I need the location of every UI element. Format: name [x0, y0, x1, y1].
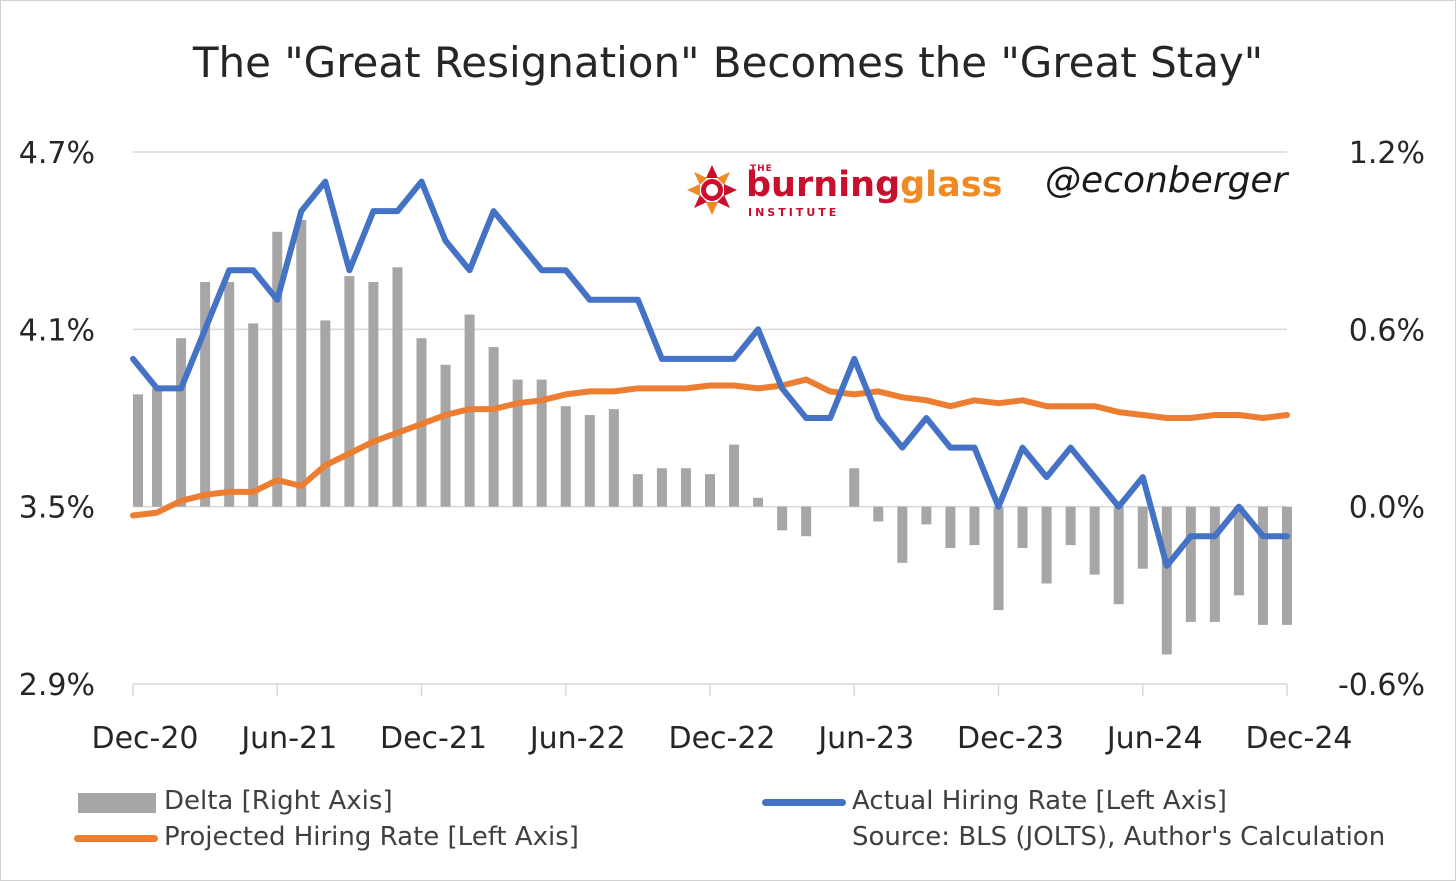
- source-note: Source: BLS (JOLTS), Author's Calculatio…: [852, 822, 1386, 852]
- actual-hiring-rate-line: [130, 178, 1290, 569]
- series-lines: [130, 178, 1290, 569]
- logo-institute: INSTITUTE: [748, 206, 840, 219]
- delta-bar: [1209, 506, 1220, 622]
- delta-bar: [705, 474, 715, 507]
- right-y-tick-label: 0.0%: [1349, 491, 1425, 526]
- delta-bar: [680, 468, 691, 507]
- logo-the: THE: [750, 164, 773, 174]
- delta-bar: [873, 506, 884, 522]
- burning-glass-logo: THE burningglass INSTITUTE: [680, 163, 1002, 223]
- x-tick-label: Dec-21: [380, 721, 487, 756]
- delta-bars: [133, 219, 1292, 655]
- delta-bar: [488, 347, 499, 507]
- delta-bar: [584, 415, 595, 507]
- delta-bar: [133, 394, 143, 507]
- delta-bar: [368, 282, 379, 507]
- delta-bar: [849, 468, 860, 507]
- legend-actual-label: Actual Hiring Rate [Left Axis]: [852, 786, 1227, 816]
- right-y-tick-label: 0.6%: [1349, 313, 1425, 348]
- delta-bar: [656, 468, 667, 507]
- left-y-tick-label: 2.9%: [19, 668, 95, 703]
- delta-bar: [729, 444, 740, 507]
- delta-bar: [392, 267, 403, 507]
- delta-bar: [608, 409, 619, 507]
- logo-glass: glass: [900, 165, 1003, 205]
- delta-bar: [1233, 506, 1244, 596]
- x-tick-label: Dec-20: [91, 721, 198, 756]
- left-y-tick-label: 3.5%: [19, 491, 95, 526]
- delta-bar: [296, 219, 307, 507]
- legend-delta-swatch: [78, 793, 156, 813]
- delta-bar: [897, 506, 908, 563]
- x-axis: Dec-20 Jun-21 Dec-21 Jun-22 Dec-22 Jun-23 Dec-…: [91, 683, 1353, 756]
- delta-bar: [272, 231, 283, 507]
- right-y-tick-label: -0.6%: [1338, 668, 1425, 703]
- delta-bar: [753, 497, 764, 507]
- delta-bar: [1113, 506, 1124, 605]
- legend-delta-label: Delta [Right Axis]: [164, 786, 393, 816]
- delta-bar: [993, 506, 1004, 611]
- left-y-tick-label: 4.7%: [19, 136, 95, 171]
- logo-burning: burning: [746, 165, 901, 205]
- sun-logo-icon: [687, 165, 737, 215]
- x-tick-label: Dec-23: [957, 721, 1064, 756]
- delta-bar: [921, 506, 932, 525]
- logo-wordmark: burningglass: [746, 163, 1002, 207]
- x-tick-label: Jun-22: [528, 721, 626, 756]
- delta-bar: [560, 406, 571, 507]
- delta-bar: [1065, 506, 1076, 546]
- y-axis-labels: 4.7% 1.2% 4.1% 0.6% 3.5% 0.0% 2.9% -0.6%: [19, 136, 1425, 703]
- delta-bar: [320, 320, 331, 507]
- x-tick-label: Dec-24: [1245, 721, 1352, 756]
- delta-bar: [152, 388, 163, 507]
- delta-bar: [440, 364, 451, 507]
- delta-bar: [344, 276, 355, 507]
- delta-bar: [536, 379, 547, 507]
- x-tick-label: Jun-21: [239, 721, 337, 756]
- delta-bar: [1282, 506, 1292, 625]
- delta-bar: [200, 282, 211, 507]
- delta-bar: [777, 506, 788, 531]
- legend-actual-swatch: [762, 799, 846, 806]
- delta-bar: [1041, 506, 1052, 584]
- delta-bar: [969, 506, 980, 546]
- left-y-tick-label: 4.1%: [19, 313, 95, 348]
- author-handle: @econberger: [1045, 160, 1288, 201]
- delta-bar: [176, 338, 187, 507]
- x-tick-label: Jun-24: [1105, 721, 1203, 756]
- delta-bar: [224, 282, 235, 507]
- delta-bar: [1089, 506, 1100, 575]
- delta-bar: [1137, 506, 1148, 569]
- legend-projected-swatch: [74, 835, 158, 842]
- right-y-tick-label: 1.2%: [1349, 136, 1425, 171]
- delta-bar: [632, 474, 643, 507]
- delta-bar: [801, 506, 812, 537]
- delta-bar: [1161, 506, 1172, 655]
- x-tick-label: Dec-22: [668, 721, 775, 756]
- x-tick-label: Jun-23: [816, 721, 914, 756]
- delta-bar: [1185, 506, 1196, 622]
- projected-hiring-rate-line: [130, 376, 1290, 519]
- delta-bar: [512, 379, 523, 507]
- delta-bar: [1017, 506, 1028, 549]
- delta-bar: [945, 506, 956, 549]
- legend-projected-label: Projected Hiring Rate [Left Axis]: [164, 822, 579, 852]
- delta-bar: [248, 323, 259, 507]
- delta-bar: [1257, 506, 1268, 625]
- chart-title: The "Great Resignation" Becomes the "Gre…: [192, 38, 1264, 87]
